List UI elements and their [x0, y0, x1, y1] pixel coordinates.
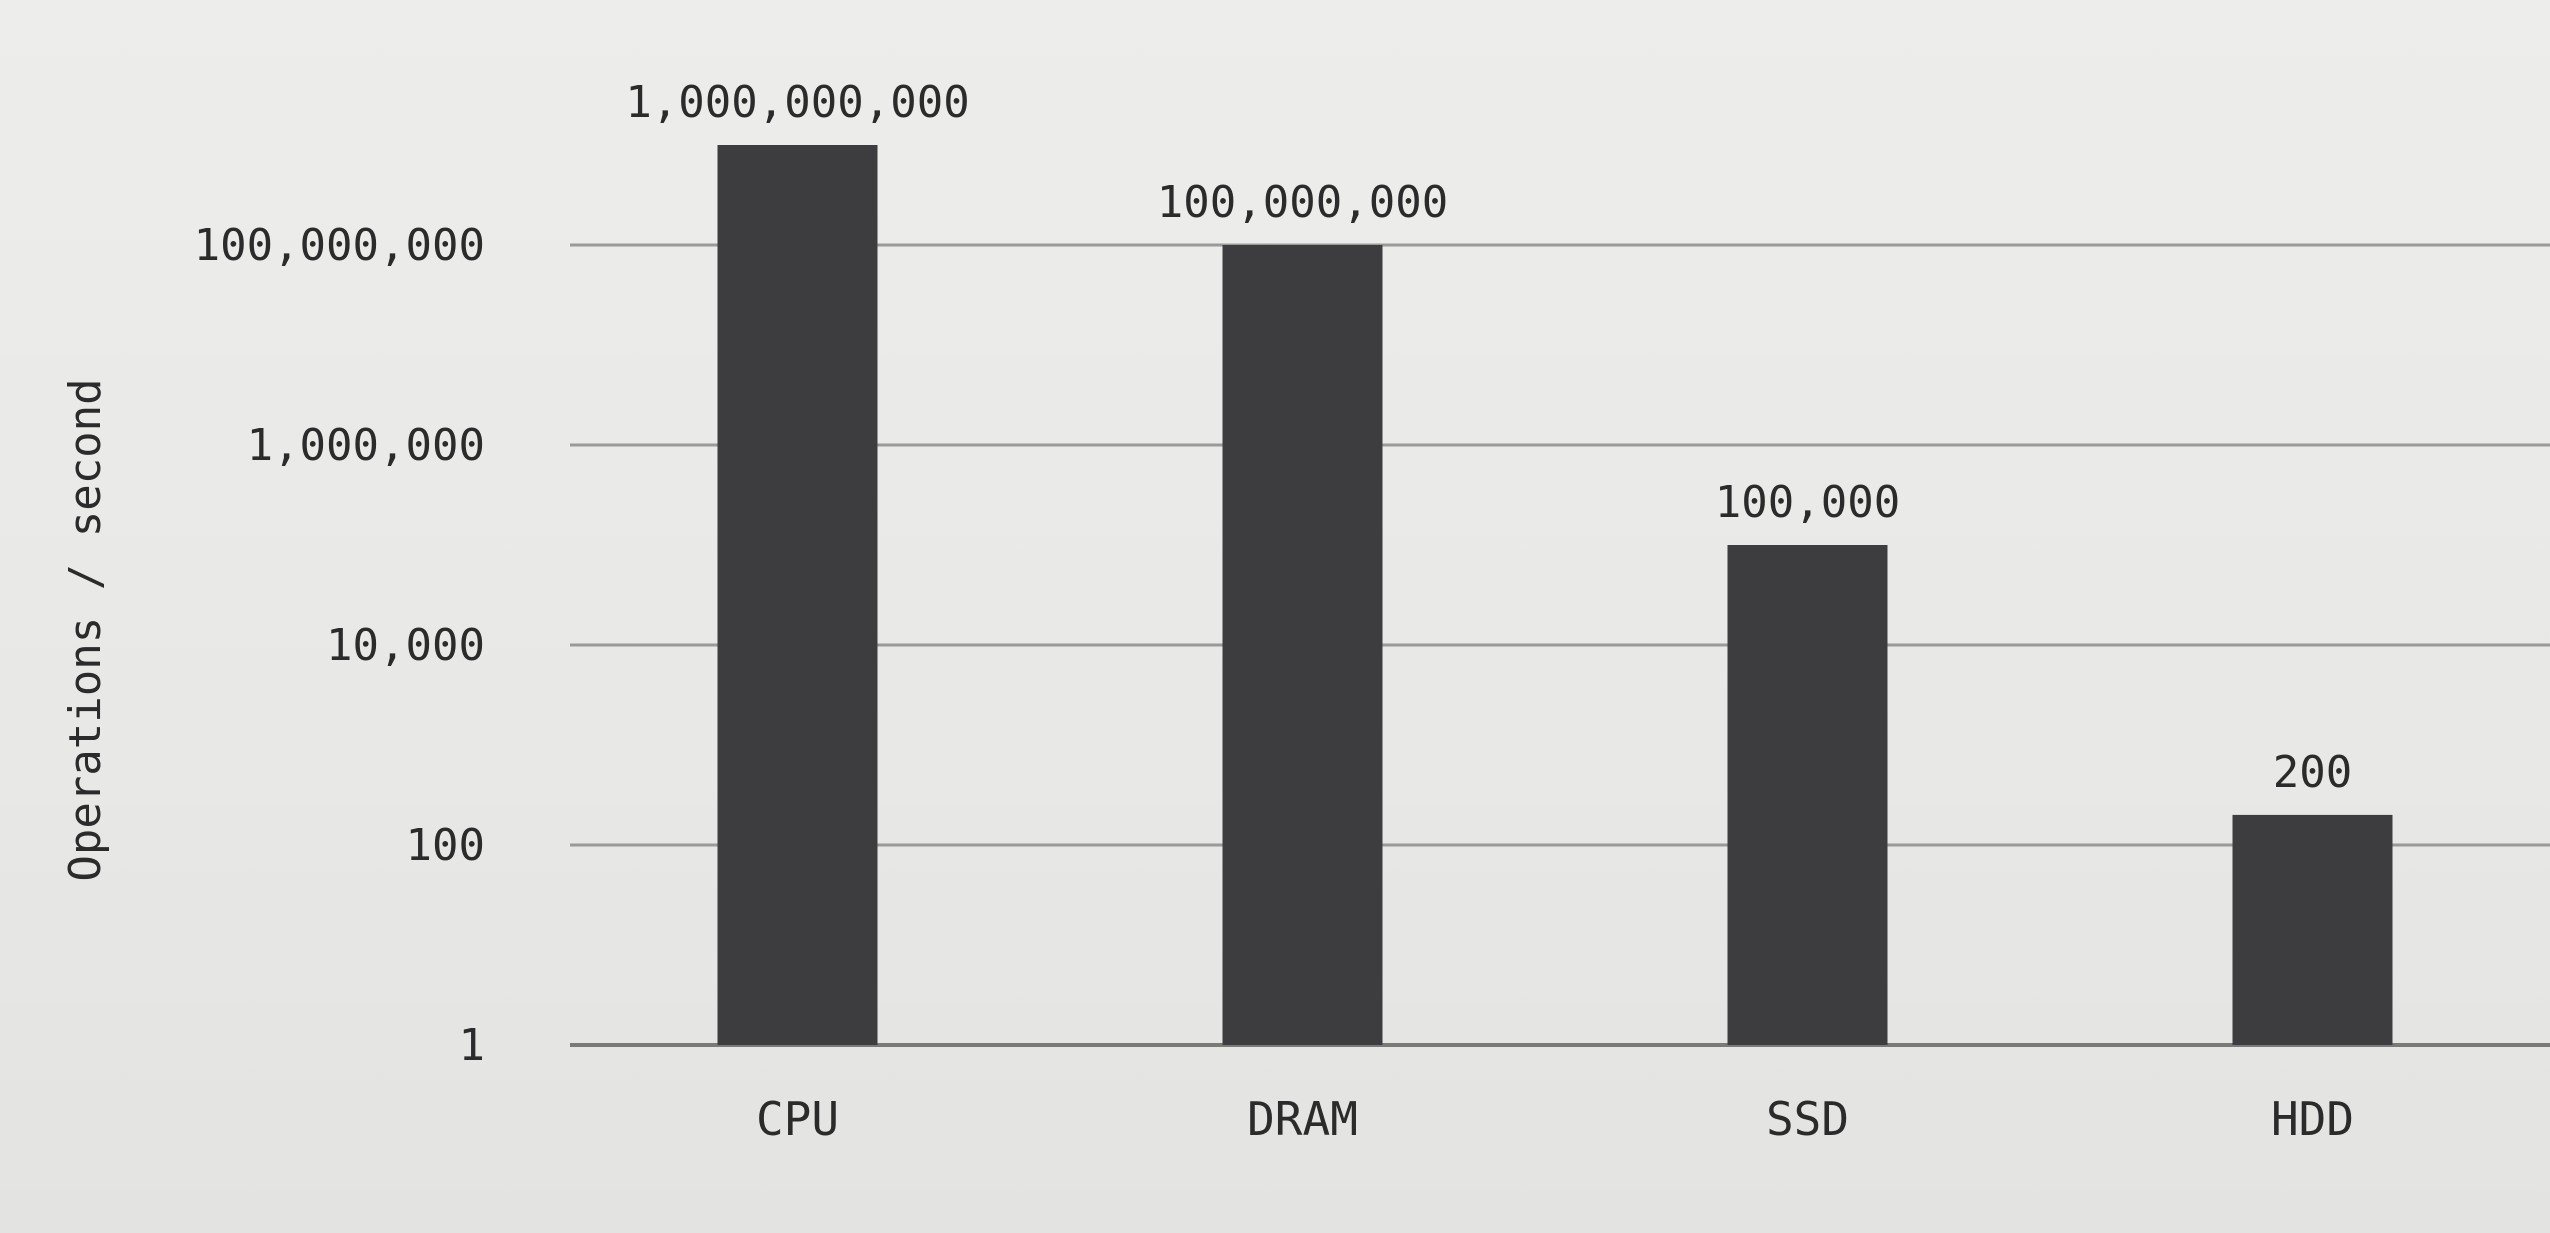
bars: [717, 145, 2393, 1045]
y-tick-label: 1,000,000: [247, 420, 485, 471]
data-label-hdd: 200: [2273, 747, 2352, 798]
bar-ssd: [1727, 545, 1888, 1045]
x-category-label: DRAM: [1247, 1092, 1358, 1146]
bar-cpu: [717, 145, 878, 1045]
y-axis-ticks: 1 100 10,000 1,000,000 100,000,000: [194, 220, 485, 1071]
y-tick-label: 100: [406, 820, 485, 871]
x-category-label: HDD: [2271, 1092, 2354, 1146]
x-category-label: CPU: [756, 1092, 839, 1146]
bar-dram: [1222, 245, 1383, 1045]
y-axis-title: Operations / second: [60, 378, 111, 881]
x-axis-categories: CPU DRAM SSD HDD: [756, 1092, 2354, 1146]
data-label-dram: 100,000,000: [1157, 177, 1448, 228]
gridlines: [570, 243, 2550, 1047]
y-tick-label: 100,000,000: [194, 220, 485, 271]
bar-hdd: [2232, 814, 2393, 1045]
x-category-label: SSD: [1766, 1092, 1849, 1146]
y-tick-label: 1: [459, 1020, 486, 1071]
data-labels: 1,000,000,000 100,000,000 100,000 200: [625, 77, 2352, 798]
data-label-cpu: 1,000,000,000: [625, 77, 969, 128]
y-tick-label: 10,000: [326, 620, 485, 671]
data-label-ssd: 100,000: [1715, 477, 1900, 528]
